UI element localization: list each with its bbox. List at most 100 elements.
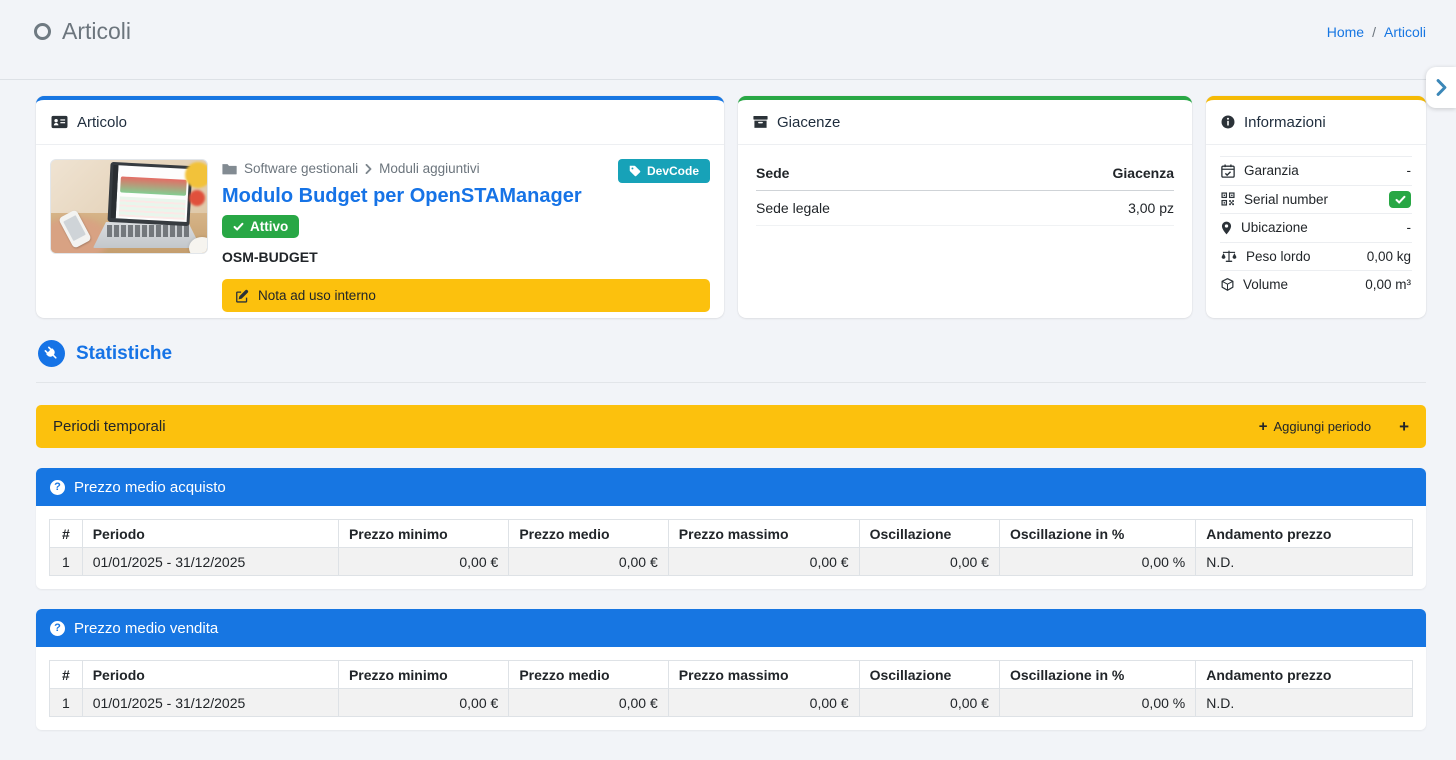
internal-note-label: Nota ad uso interno: [258, 288, 376, 303]
col-header: Oscillazione in %: [998, 519, 1197, 548]
breadcrumb-home-link[interactable]: Home: [1326, 24, 1365, 40]
id-card-icon: [51, 115, 68, 129]
product-title-link[interactable]: Modulo Budget per OpenSTAManager: [222, 185, 582, 207]
col-header: #: [49, 519, 83, 548]
question-circle-icon[interactable]: ?: [50, 620, 65, 636]
qrcode-icon: [1221, 192, 1235, 206]
tag-icon: [629, 165, 641, 177]
col-header: Prezzo minimo: [337, 660, 510, 689]
expand-plus-icon[interactable]: +: [1399, 417, 1409, 436]
stock-table: Sede Giacenza Sede legale 3,00 pz: [756, 158, 1174, 226]
sale-price-table: # Periodo Prezzo minimo Prezzo medio Pre…: [49, 660, 1413, 717]
product-info: Software gestionali Moduli aggiuntivi De…: [222, 159, 710, 312]
purchase-price-header: ? Prezzo medio acquisto: [36, 468, 1426, 506]
serial-check-badge[interactable]: [1389, 190, 1411, 208]
cell-index: 1: [49, 688, 83, 717]
breadcrumb-current-link[interactable]: Articoli: [1383, 24, 1426, 40]
periods-bar-actions: + Aggiungi periodo +: [1259, 418, 1409, 435]
info-value: -: [1406, 163, 1412, 179]
col-header: Periodo: [81, 660, 339, 689]
info-value: 0,00 kg: [1366, 248, 1411, 264]
photo-laptop-keys: [107, 225, 189, 237]
info-card-body: Garanzia - Serial number: [1206, 145, 1426, 299]
statistics-title: Statistiche: [76, 342, 173, 364]
vendor-badge[interactable]: DevCode: [617, 159, 710, 183]
divider: [36, 382, 1426, 383]
check-icon: [233, 221, 244, 232]
col-header: Prezzo medio: [508, 519, 669, 548]
info-card-header: Informazioni: [1206, 100, 1426, 145]
table-row: 1 01/01/2025 - 31/12/2025 0,00 € 0,00 € …: [49, 688, 1413, 717]
category-breadcrumb: Software gestionali Moduli aggiuntivi: [222, 161, 710, 176]
question-circle-icon[interactable]: ?: [50, 479, 65, 495]
stock-col-giacenza: Giacenza: [984, 158, 1174, 191]
col-header: Andamento prezzo: [1195, 660, 1413, 689]
col-header: Oscillazione: [858, 660, 1000, 689]
folder-icon: [222, 163, 237, 175]
purchase-price-body: # Periodo Prezzo minimo Prezzo medio Pre…: [36, 506, 1426, 589]
info-label: Volume: [1243, 277, 1289, 293]
table-row: 1 01/01/2025 - 31/12/2025 0,00 € 0,00 € …: [49, 547, 1413, 576]
col-header: Oscillazione in %: [998, 660, 1197, 689]
main-content: Articolo: [0, 80, 1456, 730]
stock-card-title: Giacenze: [777, 113, 841, 131]
info-label: Serial number: [1244, 191, 1329, 207]
stock-sede-value: Sede legale: [756, 190, 985, 226]
col-header: Prezzo minimo: [337, 519, 510, 548]
sidebar-toggle-button[interactable]: [1426, 67, 1456, 108]
cell-avg-price: 0,00 €: [508, 547, 669, 576]
cell-period: 01/01/2025 - 31/12/2025: [81, 547, 339, 576]
add-period-button[interactable]: + Aggiungi periodo: [1259, 419, 1371, 434]
col-header: Periodo: [81, 519, 339, 548]
article-card-body: Software gestionali Moduli aggiuntivi De…: [36, 145, 724, 318]
periods-bar[interactable]: Periodi temporali + Aggiungi periodo +: [36, 405, 1426, 448]
info-row-volume: Volume 0,00 m³: [1220, 270, 1412, 299]
statistics-header: Statistiche: [36, 340, 1426, 367]
category-child[interactable]: Moduli aggiuntivi: [379, 161, 480, 176]
cell-min-price: 0,00 €: [337, 547, 510, 576]
col-header: Prezzo massimo: [667, 519, 860, 548]
info-value: 0,00 m³: [1365, 277, 1411, 293]
status-badge-label: Attivo: [250, 219, 289, 234]
sale-price-title: Prezzo medio vendita: [74, 619, 219, 637]
cell-max-price: 0,00 €: [667, 547, 860, 576]
cell-oscillation: 0,00 €: [858, 688, 1000, 717]
stock-qty-value: 3,00 pz: [984, 190, 1174, 226]
plus-icon: +: [1258, 418, 1268, 435]
photo-flower: [189, 190, 205, 206]
product-image[interactable]: [50, 159, 208, 254]
category-parent[interactable]: Software gestionali: [244, 161, 359, 176]
cell-trend: N.D.: [1195, 547, 1413, 576]
top-header: Articoli Home / Articoli: [0, 0, 1456, 80]
plugin-icon: [38, 340, 65, 367]
purchase-price-title: Prezzo medio acquisto: [74, 478, 226, 496]
photo-mug: [189, 237, 207, 253]
check-icon: [1395, 194, 1406, 205]
breadcrumb: Home / Articoli: [1327, 24, 1426, 40]
info-card: Informazioni Garanzia - Serial number: [1206, 96, 1426, 318]
sale-price-section: ? Prezzo medio vendita # Periodo Prezzo …: [36, 609, 1426, 730]
col-header: #: [49, 660, 83, 689]
sale-price-body: # Periodo Prezzo minimo Prezzo medio Pre…: [36, 647, 1426, 730]
module-ring-icon: [34, 23, 51, 40]
col-header: Oscillazione: [858, 519, 1000, 548]
breadcrumb-separator: /: [1372, 24, 1376, 40]
scale-icon: [1221, 250, 1237, 263]
col-header: Prezzo massimo: [667, 660, 860, 689]
info-row-serial: Serial number: [1220, 184, 1412, 214]
cube-icon: [1221, 278, 1234, 292]
cell-oscillation-pct: 0,00 %: [998, 547, 1197, 576]
purchase-price-table: # Periodo Prezzo minimo Prezzo medio Pre…: [49, 519, 1413, 576]
info-card-title: Informazioni: [1244, 113, 1326, 131]
info-row-peso: Peso lordo 0,00 kg: [1220, 241, 1412, 271]
cell-min-price: 0,00 €: [337, 688, 510, 717]
cell-period: 01/01/2025 - 31/12/2025: [81, 688, 339, 717]
internal-note-button[interactable]: Nota ad uso interno: [222, 279, 710, 312]
photo-laptop-screen: [107, 161, 193, 227]
info-row-ubicazione: Ubicazione -: [1220, 213, 1412, 242]
info-label: Peso lordo: [1246, 248, 1311, 264]
calendar-check-icon: [1221, 164, 1235, 178]
article-card-header: Articolo: [36, 100, 724, 145]
cell-index: 1: [49, 547, 83, 576]
add-period-label: Aggiungi periodo: [1273, 419, 1372, 434]
